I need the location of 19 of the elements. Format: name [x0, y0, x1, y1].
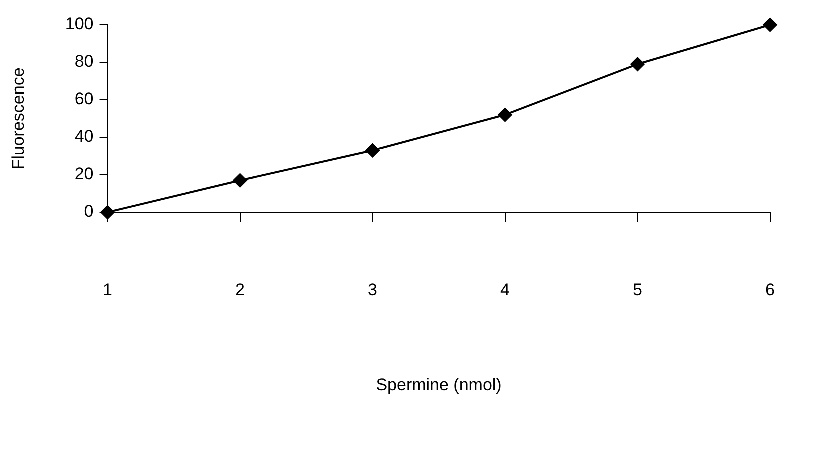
y-tick-label: 100 — [65, 14, 94, 34]
x-tick-label: 1 — [103, 280, 112, 300]
point — [233, 174, 248, 188]
point — [498, 108, 512, 122]
y-tick-label: 20 — [74, 164, 94, 184]
y-axis-title: Fluorescence — [8, 68, 28, 170]
point — [630, 57, 645, 72]
x-tick-label: 3 — [368, 280, 378, 300]
point — [366, 144, 380, 158]
point — [763, 18, 778, 32]
x-tick-label: 4 — [500, 280, 510, 300]
y-tick-label: 0 — [84, 202, 94, 222]
x-tick-label: 6 — [766, 280, 776, 300]
y-tick-label: 40 — [74, 127, 94, 146]
y-tick-label: 60 — [74, 90, 94, 109]
y-tick-label: 80 — [74, 52, 94, 72]
x-tick-label: 5 — [633, 280, 643, 300]
x-axis-title: Spermine (nmol) — [376, 375, 502, 394]
x-tick-label: 2 — [236, 280, 245, 300]
